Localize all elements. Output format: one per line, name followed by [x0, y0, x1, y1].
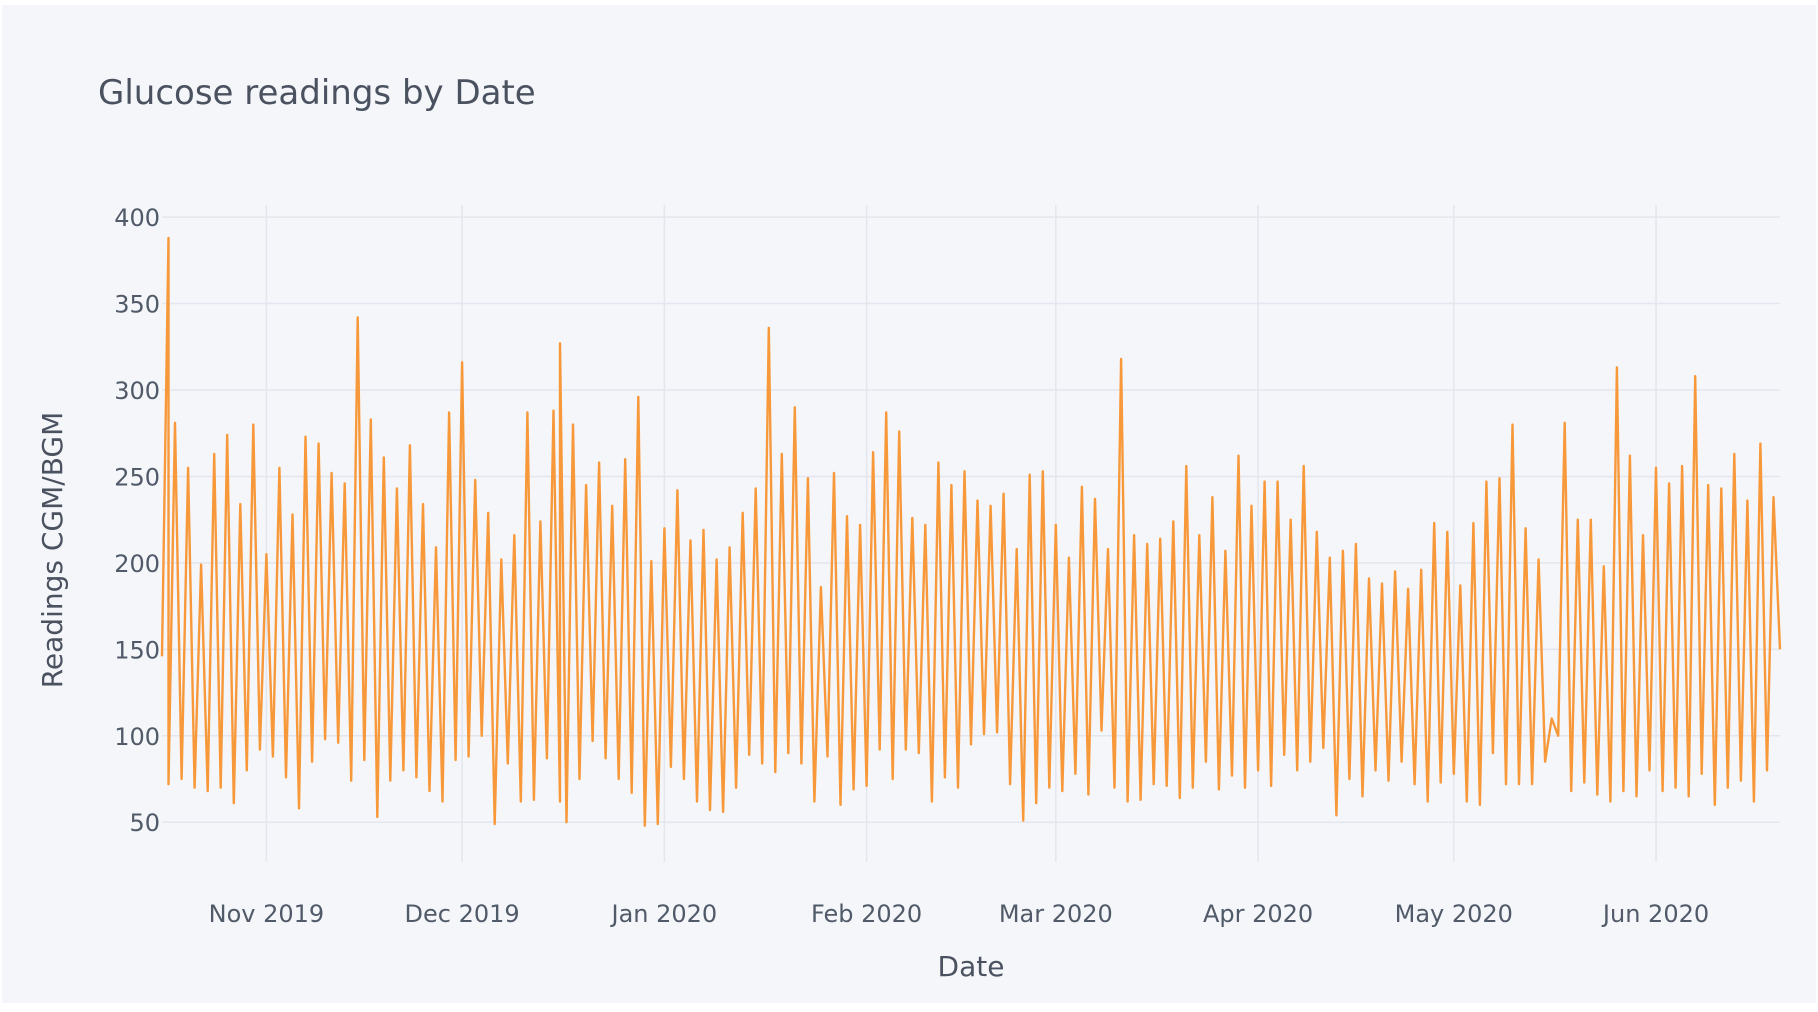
y-axis-ticks: 50 100 150 200 250 300 350 400	[114, 204, 160, 837]
x-tick-label: Mar 2020	[999, 900, 1113, 928]
x-tick-label: Nov 2019	[209, 900, 325, 928]
glucose-series-line	[160, 236, 1782, 827]
series-layer	[160, 236, 1782, 827]
x-tick-label: Feb 2020	[811, 900, 922, 928]
x-tick-label: Jan 2020	[610, 900, 718, 928]
chart-title: Glucose readings by Date	[98, 73, 536, 113]
x-tick-label: May 2020	[1395, 900, 1513, 928]
y-tick-label: 250	[114, 463, 160, 491]
x-tick-label: Jun 2020	[1601, 900, 1709, 928]
x-tick-label: Dec 2019	[405, 900, 520, 928]
y-tick-label: 400	[114, 204, 160, 232]
y-tick-label: 300	[114, 377, 160, 405]
y-axis-label: Readings CGM/BGM	[36, 412, 69, 689]
y-tick-label: 350	[114, 291, 160, 319]
x-axis-label: Date	[938, 950, 1005, 983]
y-tick-label: 50	[129, 809, 160, 837]
x-axis-ticks: Nov 2019 Dec 2019 Jan 2020 Feb 2020 Mar 2020…	[209, 900, 1710, 928]
y-tick-label: 150	[114, 636, 160, 664]
x-tick-label: Apr 2020	[1203, 900, 1313, 928]
y-tick-label: 100	[114, 723, 160, 751]
y-tick-label: 200	[114, 550, 160, 578]
paper-background	[2, 5, 1816, 1003]
